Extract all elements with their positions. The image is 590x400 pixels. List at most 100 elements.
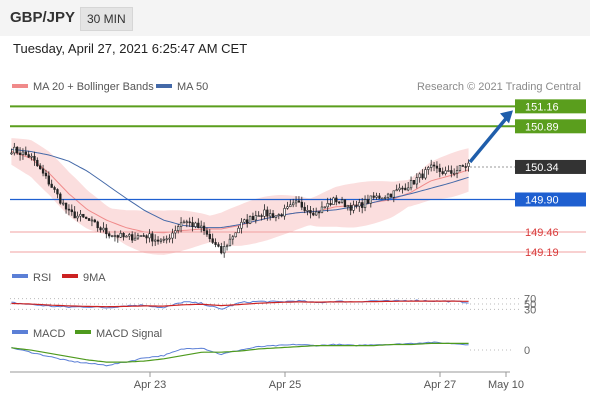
candle-body <box>366 199 370 204</box>
candle-body <box>217 244 220 247</box>
candle-body <box>289 204 292 208</box>
candle-body <box>205 230 209 235</box>
candle-body <box>228 238 232 247</box>
candle-body <box>223 246 226 254</box>
candle-body <box>64 202 68 210</box>
candle-body <box>430 164 433 168</box>
candle-body <box>211 238 214 243</box>
candle-body <box>409 180 413 189</box>
candle-body <box>44 172 48 177</box>
candle-body <box>297 200 301 203</box>
candle-body <box>432 164 436 167</box>
candle-body <box>415 177 418 185</box>
candle-body <box>105 227 108 235</box>
rsi-tick-label: 70 <box>524 294 536 306</box>
candle-body <box>139 235 142 237</box>
candle-body <box>326 203 329 208</box>
candle-body <box>156 239 160 242</box>
candle-body <box>315 211 318 216</box>
legend-label: 9MA <box>83 272 106 284</box>
bollinger-band <box>11 138 469 255</box>
legend-label: MACD Signal <box>96 328 162 340</box>
legend-label: MA 50 <box>177 81 208 93</box>
candle-body <box>444 170 447 174</box>
candle-body <box>188 221 191 224</box>
x-tick-label: May 10 <box>488 379 524 391</box>
candle-body <box>251 216 255 221</box>
candle-body <box>18 152 22 156</box>
candle-body <box>214 242 217 245</box>
rsi-ma-line <box>11 300 469 308</box>
candle-body <box>30 155 33 158</box>
ma50-legend-swatch <box>156 84 172 88</box>
macd-signal-line <box>11 342 469 363</box>
candle-body <box>47 175 50 185</box>
candle-body <box>269 213 272 217</box>
candle-body <box>280 214 283 217</box>
level-label-box <box>515 159 586 174</box>
candle-body <box>179 222 183 227</box>
level-label-current: 150.34 <box>525 162 559 174</box>
candle-body <box>131 234 134 241</box>
candle-body <box>361 202 364 208</box>
candle-body <box>87 218 91 221</box>
candle-body <box>260 215 263 217</box>
candle-body <box>369 195 372 204</box>
chart-header: GBP/JPY 30 MIN <box>0 0 590 36</box>
level-label-box <box>515 99 586 114</box>
candle-body <box>389 193 393 198</box>
candle-body <box>404 187 407 191</box>
candle-body <box>119 233 122 238</box>
macd-signal-legend-swatch <box>75 330 91 334</box>
candle-body <box>398 187 401 191</box>
candle-body <box>461 165 464 167</box>
candle-body <box>240 221 243 229</box>
level-label-support: 149.19 <box>525 247 559 259</box>
candle-body <box>412 180 416 185</box>
candle-body <box>159 239 163 242</box>
candle-body <box>182 221 186 224</box>
candle-body <box>110 235 114 237</box>
timeframe-button[interactable]: 30 MIN <box>80 7 133 31</box>
level-label-box <box>515 192 586 207</box>
candle-body <box>102 227 105 231</box>
candle-body <box>320 206 324 214</box>
candle-body <box>177 226 180 231</box>
candle-body <box>346 205 349 208</box>
candle-body <box>257 215 260 217</box>
candle-body <box>113 235 117 237</box>
candle-body <box>458 165 462 171</box>
candle-body <box>79 213 82 217</box>
x-tick-label: Apr 23 <box>134 379 166 391</box>
candle-body <box>306 209 309 212</box>
candle-body <box>231 236 234 240</box>
candle-body <box>395 189 398 192</box>
candle-body <box>191 222 194 227</box>
candle-body <box>271 213 275 218</box>
candle-body <box>162 238 165 241</box>
candle-body <box>453 172 456 175</box>
credit-text: Research © 2021 Trading Central <box>417 81 581 93</box>
candle-body <box>450 170 453 174</box>
candle-body <box>197 222 200 228</box>
candle-body <box>300 201 303 208</box>
candle-body <box>96 221 99 229</box>
candle-body <box>151 233 154 242</box>
candle-body <box>303 206 306 211</box>
candle-body <box>116 235 119 238</box>
candle-body <box>358 202 361 207</box>
level-label-box <box>515 119 586 134</box>
level-label-support: 149.46 <box>525 227 559 239</box>
candle-body <box>435 165 439 169</box>
x-tick-label: Apr 27 <box>424 379 456 391</box>
forecast-arrow <box>468 116 509 164</box>
candle-body <box>145 235 148 239</box>
legend-label: MACD <box>33 328 65 340</box>
candle-body <box>82 213 85 218</box>
candle-body <box>386 193 390 198</box>
candle-body <box>220 246 223 254</box>
candle-body <box>56 189 59 195</box>
candle-body <box>455 170 459 174</box>
rsi-tick-label: 50 <box>524 299 536 311</box>
candle-body <box>59 193 62 204</box>
